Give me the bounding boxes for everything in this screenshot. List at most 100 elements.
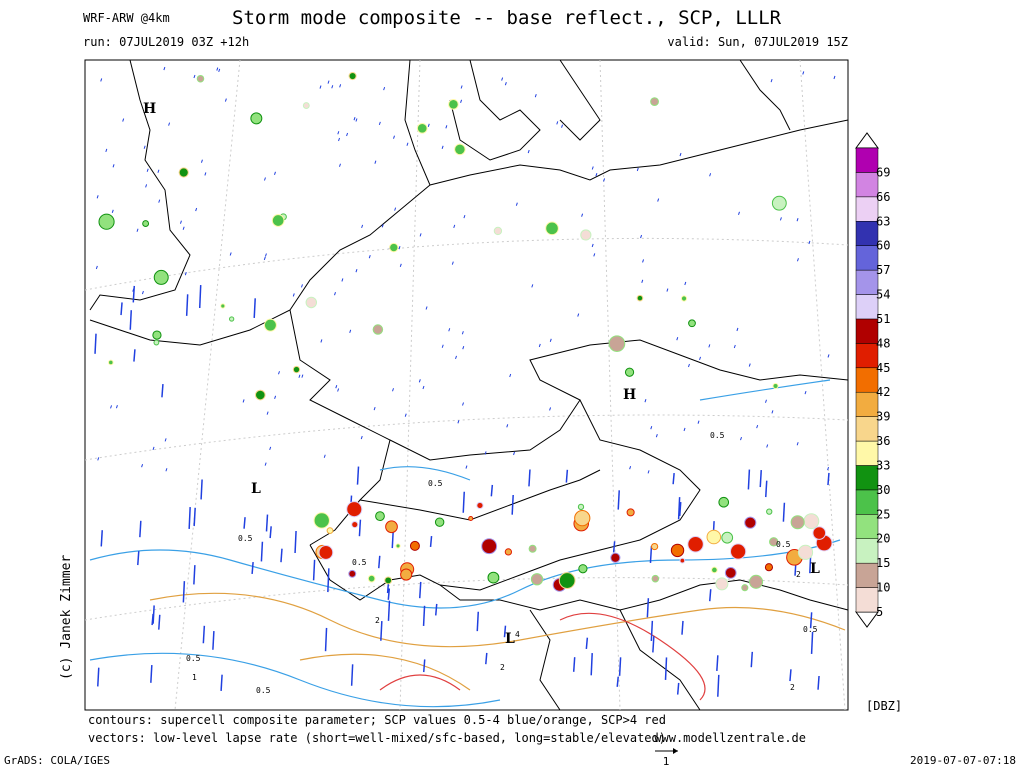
map-fields [89,66,846,708]
echo [153,339,160,346]
colorbar-cell [855,440,879,466]
vector [650,426,653,430]
echo [578,564,588,574]
echo [313,512,330,529]
vector [200,159,203,163]
vector [220,674,223,691]
vector [398,246,401,250]
echo [766,508,773,515]
echo [395,543,401,549]
vector [817,675,820,690]
contour [379,466,471,481]
vector [556,121,559,125]
echo [481,538,498,555]
vector [185,294,189,316]
colorbar-cell [855,465,879,491]
vector [709,173,712,177]
vector [141,290,144,295]
grads-label: GrADS: COLA/IGES [4,754,110,767]
contour-label: 0.5 [428,479,443,488]
vector [827,472,830,486]
vector [145,184,148,188]
echo [670,543,685,558]
vector-scale-head [673,748,678,754]
echo [580,229,592,241]
vector [565,469,569,483]
echo [530,573,544,586]
colorbar-cell [855,294,879,320]
vector [460,99,463,103]
timestamp: 2019-07-07-07:18 [910,754,1016,767]
colorbar-label: 33 [876,458,890,472]
vector [534,94,537,98]
echo [384,576,393,585]
vector [243,517,246,529]
vector [324,627,328,652]
vector [445,125,448,129]
vector [679,152,682,157]
echo [741,584,749,592]
vector [115,405,118,409]
vector [242,399,245,403]
vector [644,399,647,403]
vector [224,98,227,102]
title: Storm mode composite -- base reflect., S… [232,7,782,29]
vector [337,131,340,135]
vector [766,444,769,448]
colorbar-cell [855,587,879,613]
pressure-center: L [251,481,261,497]
colorbar-label: 57 [876,263,890,277]
vector [687,363,690,368]
vector [804,390,807,395]
graticule [84,59,849,711]
vector [504,82,507,86]
colorbar-cell [855,269,879,295]
vector [457,420,460,424]
vector [616,676,619,687]
echo [771,195,787,211]
vector [527,149,530,154]
contour-label: 0.5 [776,540,791,549]
echo [375,511,385,522]
vector [198,285,202,309]
vector [676,337,679,341]
contour [89,652,501,708]
colorbar-cell [855,391,879,417]
echo [790,515,805,530]
echo [152,330,162,340]
echo [98,213,115,230]
vector [274,171,276,175]
colorbar-label: 20 [876,532,890,546]
echo [351,520,359,529]
vector [356,466,360,485]
echo [487,571,500,584]
echo [504,548,513,556]
vector [368,255,371,259]
vector [274,395,277,399]
vector [802,71,805,75]
vector [748,363,751,367]
vector [664,657,668,680]
vector [796,218,799,222]
vector [427,123,430,127]
vector [266,411,269,415]
vector [796,442,799,446]
vector [94,333,97,354]
vector [629,466,632,470]
echo [574,509,591,527]
vector [374,160,377,164]
echo [229,316,235,322]
vector [603,178,606,182]
echo [577,503,585,511]
echo [292,365,301,374]
vector [404,413,407,417]
vector [133,349,136,362]
run-label: run: 07JUL2019 03Z +12h [83,35,249,49]
echo [624,367,635,377]
colorbar-label: 5 [876,605,883,619]
echo [385,520,398,534]
vector [683,427,686,432]
vector [501,77,504,81]
vector [360,435,363,440]
vector [678,501,682,516]
